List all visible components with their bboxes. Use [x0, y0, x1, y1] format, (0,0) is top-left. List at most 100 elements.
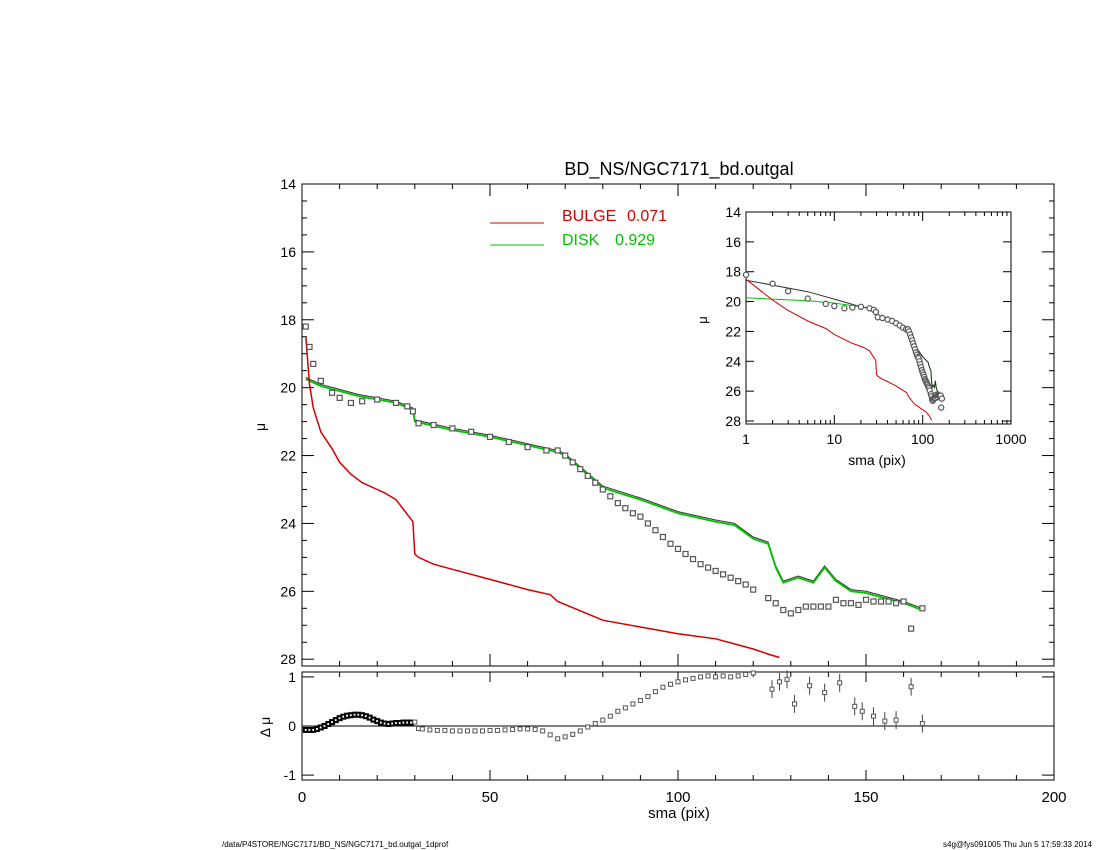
residual-point — [547, 732, 553, 738]
residual-point — [607, 713, 613, 719]
data-point — [817, 603, 824, 610]
residual-point — [645, 694, 651, 700]
data-point — [919, 605, 926, 612]
data-point — [667, 540, 674, 547]
data-point — [430, 421, 437, 429]
data-point — [644, 520, 652, 527]
residual-point — [442, 727, 448, 733]
inset-data-point — [822, 300, 829, 308]
data-point — [505, 438, 512, 446]
main-ytick-label: 14 — [280, 176, 296, 192]
bulge-line — [305, 336, 780, 659]
inset-ytick-label: 20 — [725, 294, 741, 310]
inset-ytick-label: 28 — [725, 413, 741, 429]
inset-data-point — [769, 280, 776, 287]
data-point — [885, 598, 892, 605]
data-point — [727, 574, 734, 581]
residual-point — [675, 679, 681, 685]
data-point — [840, 600, 847, 607]
residual-xtick-label: 150 — [853, 789, 878, 806]
residual-point — [457, 728, 463, 734]
residual-point — [784, 676, 790, 682]
data-point — [750, 586, 757, 593]
data-point — [415, 420, 422, 427]
data-point — [765, 595, 772, 602]
main-ytick-label: 20 — [280, 380, 296, 396]
residual-point — [908, 684, 914, 690]
residual-point — [427, 727, 433, 733]
residual-point — [807, 683, 813, 689]
residual-point — [919, 721, 925, 727]
data-point — [855, 601, 862, 609]
data-point — [825, 603, 832, 610]
residual-point — [525, 726, 531, 732]
inset-xtick-label: 1000 — [995, 431, 1026, 447]
inset-data-point — [804, 295, 811, 302]
residual-xtick-label: 0 — [298, 789, 306, 806]
residual-point — [637, 697, 643, 703]
residual-point — [622, 705, 628, 711]
inset-data-point — [849, 304, 856, 311]
residual-point — [735, 673, 741, 679]
inset-data-point — [879, 314, 886, 322]
residual-point — [750, 670, 756, 676]
residual-point — [713, 674, 719, 680]
residual-point — [822, 690, 828, 696]
data-point — [392, 399, 400, 407]
data-point — [720, 571, 727, 578]
data-point — [832, 596, 840, 603]
residual-point — [555, 736, 561, 742]
inset-xlabel: sma (pix) — [848, 452, 906, 468]
inset-ytick-label: 18 — [725, 264, 741, 280]
residual-point — [630, 701, 636, 707]
residual-point — [577, 728, 583, 734]
residual-point — [472, 728, 478, 734]
data-point — [900, 598, 907, 605]
residual-ytick-label: 1 — [288, 669, 296, 685]
residual-point — [449, 728, 455, 734]
data-point — [310, 360, 317, 368]
residual-xtick-label: 200 — [1041, 789, 1066, 806]
main-ytick-label: 18 — [280, 312, 296, 328]
residual-point — [660, 684, 666, 690]
data-point — [449, 425, 456, 432]
data-point — [306, 343, 313, 351]
residual-point — [690, 675, 696, 681]
main-ytick-label: 16 — [280, 244, 296, 260]
data-point — [622, 505, 629, 512]
residual-point — [479, 728, 485, 734]
residual-point — [495, 727, 501, 733]
inset-xtick-label: 100 — [911, 431, 935, 447]
main-ytick-label: 26 — [280, 583, 296, 599]
data-point — [735, 578, 742, 585]
residual-point — [464, 728, 470, 734]
legend: BULGE 0.071 DISK 0.929 — [490, 208, 667, 249]
residual-point — [562, 734, 568, 740]
data-point — [486, 433, 494, 440]
data-point — [569, 459, 576, 466]
data-point — [802, 603, 809, 610]
inset-ytick-label: 16 — [725, 234, 741, 250]
residual-xtick-label: 100 — [665, 789, 690, 806]
data-point — [607, 493, 614, 500]
inset-bulge-line — [745, 278, 933, 421]
data-point — [742, 581, 749, 588]
residual-point — [859, 708, 865, 714]
data-point — [404, 403, 411, 410]
data-point — [772, 600, 779, 607]
residual-point — [570, 731, 576, 737]
residual-point — [532, 726, 538, 732]
inset-data-point — [831, 302, 838, 310]
data-point — [877, 598, 885, 605]
data-point — [468, 428, 475, 435]
data-point — [328, 389, 336, 396]
residual-point — [837, 680, 843, 686]
residual-point — [510, 726, 516, 732]
inset-ytick-label: 24 — [725, 353, 741, 369]
residual-point — [434, 727, 440, 733]
data-point — [577, 466, 584, 473]
residual-point — [871, 713, 877, 719]
inset-data-point — [742, 271, 750, 278]
data-point — [682, 550, 689, 558]
